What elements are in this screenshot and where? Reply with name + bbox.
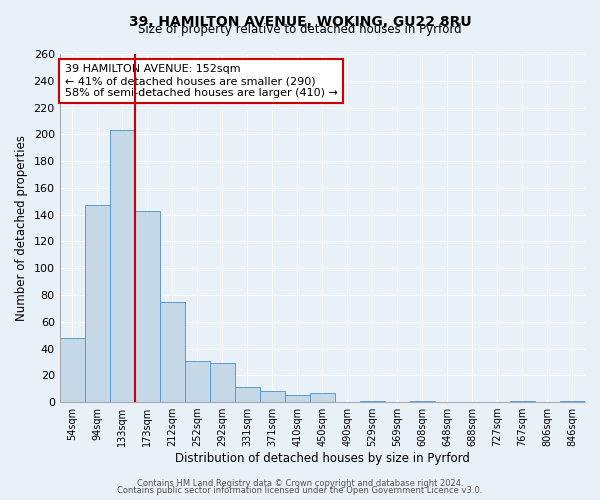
Bar [235, 388, 260, 402]
Y-axis label: Number of detached properties: Number of detached properties [15, 135, 28, 321]
Bar [110, 130, 135, 402]
Bar [160, 302, 185, 402]
Bar [59, 338, 85, 402]
Bar [560, 400, 585, 402]
Text: 39, HAMILTON AVENUE, WOKING, GU22 8RU: 39, HAMILTON AVENUE, WOKING, GU22 8RU [128, 15, 472, 29]
Bar [260, 392, 285, 402]
Text: Contains HM Land Registry data © Crown copyright and database right 2024.: Contains HM Land Registry data © Crown c… [137, 478, 463, 488]
Bar [85, 206, 110, 402]
X-axis label: Distribution of detached houses by size in Pyrford: Distribution of detached houses by size … [175, 452, 470, 465]
Bar [135, 210, 160, 402]
Text: Contains public sector information licensed under the Open Government Licence v3: Contains public sector information licen… [118, 486, 482, 495]
Bar [410, 400, 435, 402]
Text: Size of property relative to detached houses in Pyrford: Size of property relative to detached ho… [138, 22, 462, 36]
Text: 39 HAMILTON AVENUE: 152sqm
← 41% of detached houses are smaller (290)
58% of sem: 39 HAMILTON AVENUE: 152sqm ← 41% of deta… [65, 64, 338, 98]
Bar [360, 400, 385, 402]
Bar [285, 396, 310, 402]
Bar [185, 360, 210, 402]
Bar [510, 400, 535, 402]
Bar [310, 392, 335, 402]
Bar [210, 364, 235, 402]
